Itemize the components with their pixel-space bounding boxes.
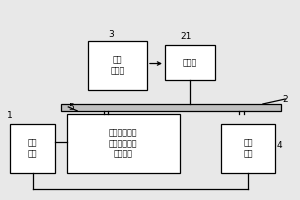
Bar bbox=[67, 114, 180, 173]
Text: 激振器: 激振器 bbox=[183, 58, 197, 67]
Bar bbox=[61, 104, 281, 111]
Bar bbox=[10, 124, 55, 173]
Text: 21: 21 bbox=[180, 32, 191, 41]
Text: 压电
陶瓷: 压电 陶瓷 bbox=[243, 139, 253, 158]
Bar bbox=[165, 45, 215, 80]
Bar bbox=[221, 124, 275, 173]
Bar bbox=[88, 41, 147, 90]
Text: 信号
放大器: 信号 放大器 bbox=[110, 56, 124, 75]
Text: 2: 2 bbox=[282, 96, 288, 104]
Text: 5: 5 bbox=[68, 103, 74, 112]
Text: 待检测的超声
定子与压电陶
瓷复合体: 待检测的超声 定子与压电陶 瓷复合体 bbox=[109, 128, 137, 158]
Text: 存储
设备: 存储 设备 bbox=[28, 139, 37, 158]
Text: 3: 3 bbox=[109, 30, 114, 39]
Text: 1: 1 bbox=[8, 111, 13, 120]
Text: 4: 4 bbox=[277, 141, 282, 150]
